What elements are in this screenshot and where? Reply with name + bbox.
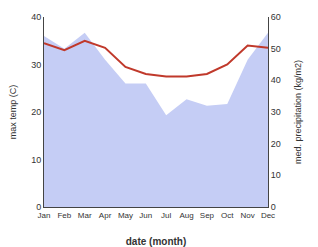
svg-text:40: 40: [31, 12, 41, 22]
svg-text:40: 40: [271, 75, 281, 85]
svg-text:10: 10: [271, 170, 281, 180]
svg-text:20: 20: [271, 139, 281, 149]
svg-text:Apr: Apr: [99, 211, 112, 220]
svg-text:Oct: Oct: [221, 211, 234, 220]
svg-text:0: 0: [36, 202, 41, 212]
svg-text:60: 60: [271, 12, 281, 22]
svg-text:Aug: Aug: [179, 211, 193, 220]
svg-text:Jul: Jul: [161, 211, 171, 220]
svg-text:30: 30: [31, 60, 41, 70]
svg-text:Jan: Jan: [38, 211, 51, 220]
svg-text:30: 30: [271, 107, 281, 117]
svg-text:10: 10: [31, 155, 41, 165]
svg-text:max temp (C): max temp (C): [8, 85, 18, 140]
svg-text:Sep: Sep: [200, 211, 215, 220]
svg-text:50: 50: [271, 44, 281, 54]
svg-text:May: May: [118, 211, 133, 220]
svg-text:0: 0: [271, 202, 276, 212]
svg-text:Mar: Mar: [78, 211, 92, 220]
svg-text:med. precipitation (kg/m2): med. precipitation (kg/m2): [293, 60, 303, 164]
svg-text:Nov: Nov: [241, 211, 255, 220]
svg-text:Jun: Jun: [139, 211, 152, 220]
svg-text:Dec: Dec: [261, 211, 275, 220]
svg-text:Feb: Feb: [57, 211, 71, 220]
svg-text:20: 20: [31, 107, 41, 117]
svg-text:date (month): date (month): [126, 236, 187, 247]
